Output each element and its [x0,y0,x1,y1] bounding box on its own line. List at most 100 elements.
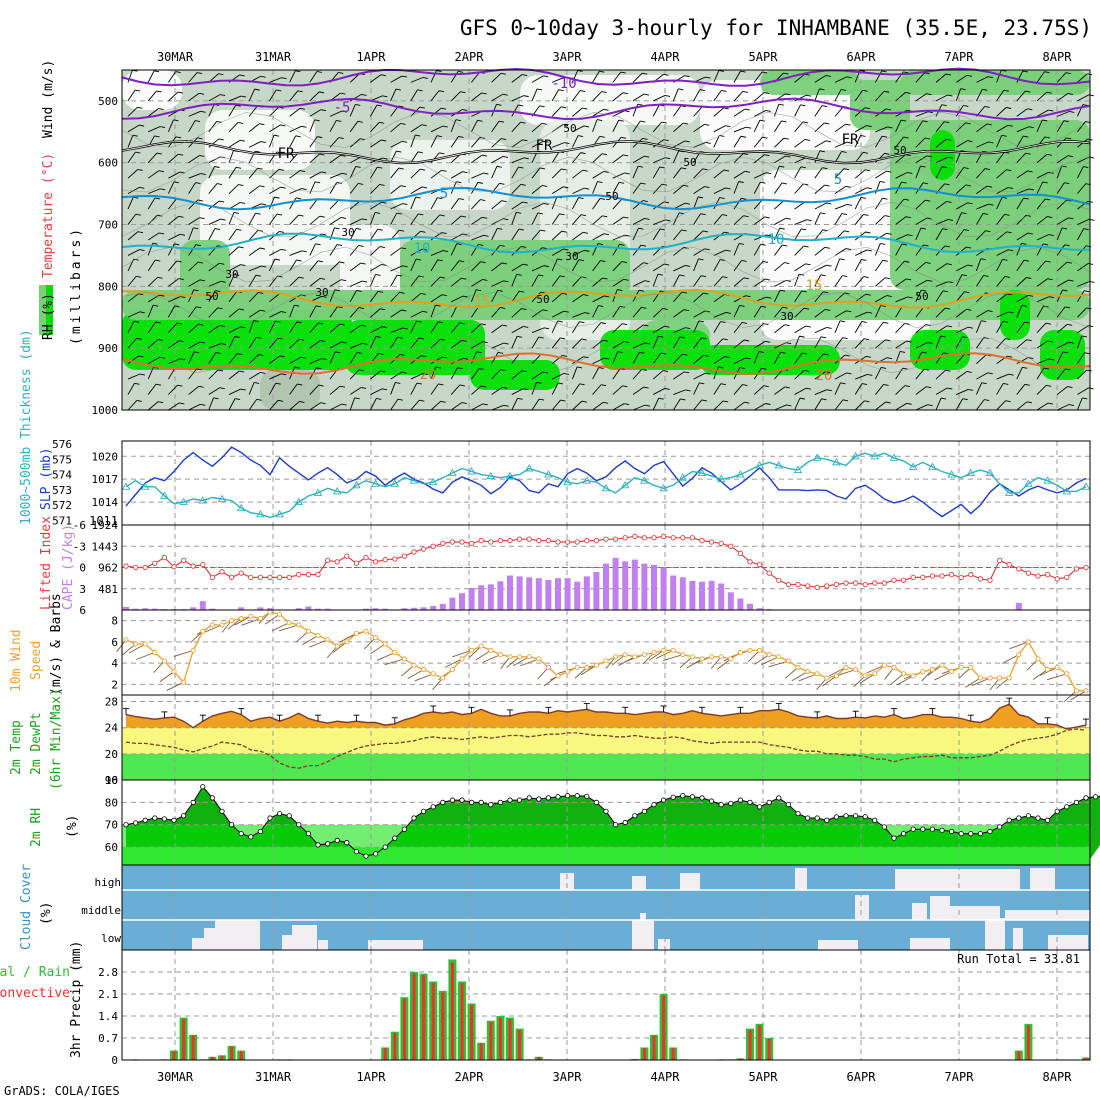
wind-barb [632,244,642,256]
wind-barb-flag [1022,70,1028,73]
wind-barb-flag [580,90,586,92]
wind-barb-flag [399,291,405,294]
wind-barb [652,388,665,395]
wind-barb [632,218,645,225]
wind-barb [369,212,376,225]
wind-barb [673,247,684,256]
wind-barb [713,366,719,380]
wind-barb [592,91,602,102]
wind-barb-flag [193,289,199,292]
wind-barb [814,140,827,148]
wind-barb-flag [723,107,729,110]
wind-barb [471,261,481,272]
wind-barb [491,73,502,83]
wind10m-point [296,622,302,628]
wind10m-point [286,620,292,626]
lifted-index-point [1025,570,1032,576]
cape-bar [651,564,657,610]
wind-barb [248,230,259,241]
wind-barb [329,120,337,133]
wind-barb-flag [1046,384,1052,387]
wind10m-barb [611,654,626,666]
lifted-index-point [459,539,465,545]
wind-barb [450,277,462,287]
wind10m-barb [648,650,664,661]
footer-credit: GrADS: COLA/IGES [4,1084,120,1098]
wind-barb-flag [963,105,969,107]
wind-barb [955,336,963,349]
wind-barb [572,321,580,333]
wind-barb-flag [195,182,201,185]
wind-barb-flag [865,169,871,172]
wind-barb-flag [198,323,204,326]
wind-barb-flag [642,137,648,140]
wind-barb [491,352,499,364]
wind-barb-flag [623,154,629,157]
lifted-index-point [900,577,907,583]
wind-barb-flag [577,70,583,72]
wind-barb [1056,279,1069,287]
wind-barb [854,383,863,395]
wind-barb [652,336,659,349]
wind10m-point [507,654,513,660]
wind-barb [430,294,443,303]
wind-barb-flag [946,201,952,203]
wind-barb-flag [705,76,711,79]
rh-point [286,813,292,819]
wind-barb [168,278,180,287]
wind-barb-flag [259,123,265,126]
thickness-point [1043,476,1052,484]
wind10m-barb [958,667,972,679]
wind10m-point [872,671,878,677]
wind-barb [228,104,237,117]
wind-barb-flag [320,109,327,112]
wind-barb-flag [1022,366,1028,369]
wind-barb-flag [864,107,870,110]
wind-barb-flag [378,352,384,355]
wind-barb-flag [643,324,649,327]
wind-barb [370,326,383,334]
wind-barb [773,103,780,117]
wind-barb-flag [821,105,828,108]
wind-barb-flag [259,247,265,250]
wind-barb-flag [375,273,381,276]
wind-barb-flag [860,134,866,137]
wind-barb-flag [906,278,912,281]
wind-barb [208,325,220,334]
wind-barb [208,397,214,411]
wind-barb [895,172,908,179]
wind-barb-flag [214,228,220,230]
wind-barb [632,72,643,83]
wind-barb [1036,358,1050,365]
wind-barb [450,91,461,102]
wind-barb-flag [962,398,968,401]
wind10m-point [968,664,974,670]
wind10m-point [565,669,571,675]
wind-barb [996,151,1005,163]
wind10m-barb [761,656,779,666]
lifted-index-point [824,583,830,589]
wind-barb-flag [459,384,465,387]
wind-barb [572,294,584,303]
wind-barb-flag [840,382,846,385]
wind-barb [188,227,194,241]
wind-barb-flag [255,212,261,215]
wind-barb-flag [867,311,873,314]
cape-bar [679,577,686,610]
wind-barb [935,201,947,210]
wind-barb [1077,369,1088,380]
rh-point [881,824,888,830]
wind10m-barb [414,673,434,682]
wind-barb [248,382,255,395]
wind-barb-flag [338,71,344,74]
wind-barb [753,261,764,272]
wind-barb-flag [623,216,629,219]
wind-barb-flag [138,355,144,358]
wind-barb-flag [901,119,907,122]
wind-barb [713,321,721,333]
wind-barb [147,152,158,164]
wind-barb-flag [623,278,629,281]
wind-barb [612,234,626,241]
wind-barb-flag [395,381,401,384]
rh-point [862,814,868,820]
